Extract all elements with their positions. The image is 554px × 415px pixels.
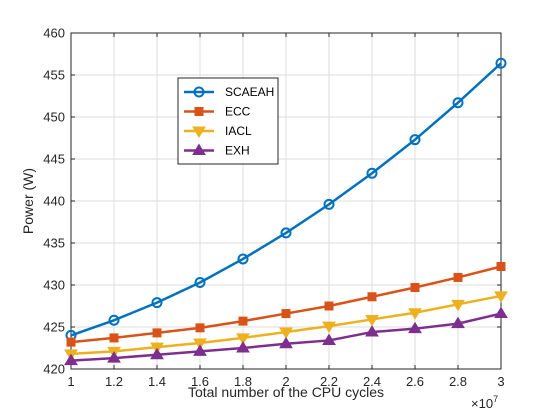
x-tick-label: 2.6: [406, 374, 424, 389]
data-point-scaeah: [366, 167, 378, 179]
data-point-iacl: [193, 338, 207, 350]
data-point-exh: [150, 347, 164, 360]
data-point-scaeah: [495, 57, 507, 69]
x-tick-label: 2.2: [320, 374, 338, 389]
data-point-scaeah: [108, 314, 120, 326]
data-point-iacl: [279, 327, 293, 340]
x-axis-label: Total number of the CPU cycles: [188, 384, 384, 400]
data-point-exh: [193, 344, 207, 356]
data-point-scaeah: [237, 253, 249, 265]
data-point-scaeah: [452, 97, 464, 109]
data-point-iacl: [365, 314, 379, 327]
series-exh: [64, 306, 508, 366]
x-tick-label: 1.6: [191, 374, 209, 389]
x-tick-label: 1.2: [105, 374, 123, 389]
x-tick-label: 1.4: [148, 374, 166, 389]
legend: SCAEAH ECC IACL EXH: [177, 77, 279, 165]
data-point-ecc: [152, 328, 162, 338]
x-tick-label: 3: [497, 374, 504, 389]
data-point-exh: [494, 306, 508, 319]
data-point-iacl: [494, 291, 508, 303]
x-tick-label: 2.4: [363, 374, 381, 389]
series-ecc: [66, 262, 506, 347]
legend-swatch-marker: [193, 86, 205, 98]
data-point-exh: [408, 321, 422, 334]
legend-swatch-marker: [194, 107, 204, 116]
y-tick-label: 445: [43, 152, 65, 167]
axis-ticks: 1 1.2 1.4 1.6 1.8 2 2.2 2.4 2.6 2.8 3 420 425 430 435 4…: [43, 26, 504, 390]
y-tick-label: 435: [43, 236, 65, 251]
data-point-ecc: [453, 272, 463, 282]
data-point-ecc: [410, 283, 420, 293]
data-point-ecc: [66, 337, 76, 347]
legend-item-iacl: IACL: [184, 124, 252, 138]
data-point-scaeah: [151, 297, 163, 309]
y-tick-label: 460: [43, 26, 65, 41]
legend-label: SCAEAH: [225, 85, 274, 99]
data-point-ecc: [324, 301, 334, 311]
y-tick-label: 425: [43, 320, 65, 335]
data-point-iacl: [408, 308, 422, 320]
data-point-exh: [64, 353, 78, 366]
data-point-exh: [236, 341, 250, 353]
y-tick-label: 450: [43, 110, 65, 125]
data-point-iacl: [236, 333, 250, 345]
x-tick-label: 2.8: [449, 374, 467, 389]
legend-item-ecc: ECC: [184, 105, 251, 119]
data-point-ecc: [496, 262, 506, 272]
series-scaeah: [65, 57, 507, 341]
y-tick-label: 420: [43, 362, 65, 377]
x-exponent-power: 7: [493, 394, 498, 404]
x-exponent-label: ×107: [471, 394, 498, 411]
x-tick-label: 2: [282, 374, 289, 389]
legend-item-exh: EXH: [184, 144, 250, 158]
y-axis-label: Power (W): [20, 168, 36, 234]
legend-swatch-marker: [192, 143, 206, 155]
legend-label: ECC: [225, 105, 251, 119]
series-group: [64, 57, 508, 366]
data-point-exh: [365, 325, 379, 337]
x-tick-label: 1: [67, 374, 74, 389]
data-point-ecc: [195, 323, 205, 333]
data-point-ecc: [281, 309, 291, 319]
data-point-ecc: [109, 333, 119, 343]
legend-label: IACL: [225, 124, 252, 138]
data-point-scaeah: [323, 198, 335, 210]
x-tick-label: 1.8: [234, 374, 252, 389]
series-iacl: [64, 291, 508, 361]
data-point-exh: [107, 351, 121, 363]
data-point-iacl: [451, 299, 465, 312]
legend-item-scaeah: SCAEAH: [184, 85, 274, 99]
data-point-scaeah: [409, 134, 421, 146]
data-point-ecc: [367, 292, 377, 302]
data-point-scaeah: [194, 276, 206, 288]
y-tick-label: 430: [43, 278, 65, 293]
data-point-exh: [322, 333, 336, 345]
data-point-exh: [451, 316, 465, 329]
y-tick-label: 440: [43, 194, 65, 209]
y-tick-label: 455: [43, 68, 65, 83]
data-point-ecc: [238, 316, 248, 326]
x-exponent-base: ×10: [471, 396, 493, 411]
legend-label: EXH: [225, 144, 250, 158]
series-line-scaeah: [70, 62, 502, 337]
legend-swatch-marker: [192, 126, 206, 138]
data-point-exh: [279, 336, 293, 349]
data-point-scaeah: [280, 227, 292, 239]
data-point-iacl: [322, 321, 336, 334]
